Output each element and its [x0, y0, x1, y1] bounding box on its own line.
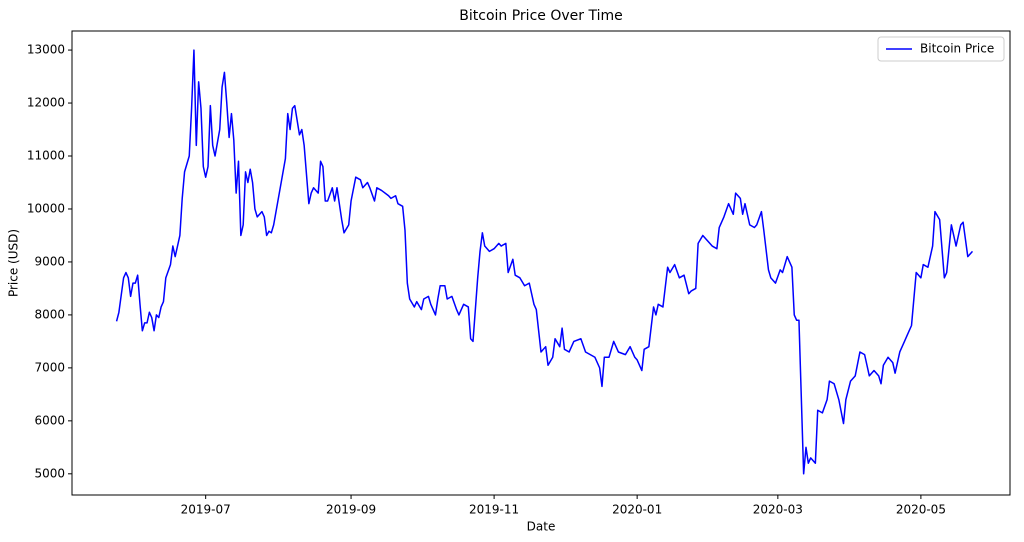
x-tick-label: 2020-01	[612, 503, 662, 517]
x-tick-label: 2020-05	[896, 503, 946, 517]
y-tick-label: 7000	[34, 360, 65, 374]
legend-label: Bitcoin Price	[920, 42, 994, 56]
y-axis-label: Price (USD)	[7, 229, 21, 297]
x-tick-label: 2020-03	[753, 503, 803, 517]
y-tick-label: 12000	[27, 96, 65, 110]
y-tick-label: 11000	[27, 149, 65, 163]
x-tick-label: 2019-11	[469, 503, 519, 517]
plot-frame	[71, 30, 1011, 496]
chart-title: Bitcoin Price Over Time	[459, 8, 622, 24]
y-tick-label: 6000	[34, 413, 65, 427]
x-axis-label: Date	[527, 520, 556, 534]
x-tick-label: 2019-09	[326, 503, 376, 517]
price-line	[115, 49, 974, 475]
y-tick-label: 10000	[27, 201, 65, 215]
y-tick-label: 8000	[34, 307, 65, 321]
y-tick-label: 9000	[34, 254, 65, 268]
y-tick-label: 13000	[27, 43, 65, 57]
legend-box	[877, 36, 1005, 62]
x-tick-label: 2019-07	[181, 503, 231, 517]
y-tick-label: 5000	[34, 466, 65, 480]
